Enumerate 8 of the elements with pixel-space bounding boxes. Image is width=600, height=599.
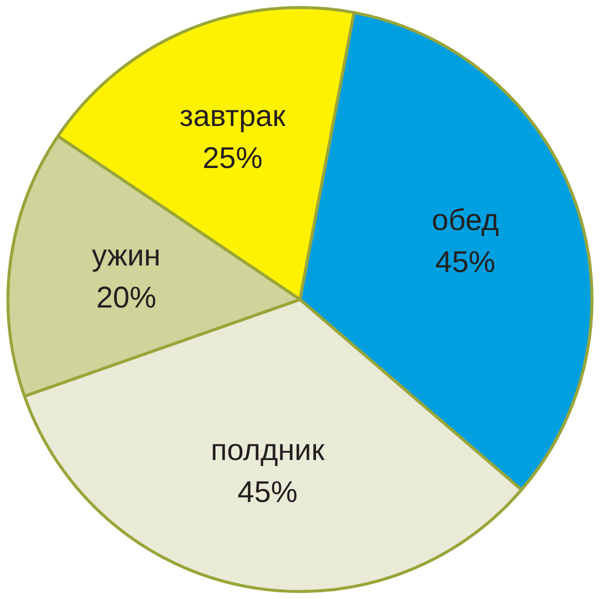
data-label: 25% — [202, 142, 263, 176]
data-label: 20% — [96, 281, 156, 314]
slice-label: завтрак — [180, 100, 286, 134]
slice-label: обед — [432, 204, 499, 237]
slice-label: ужин — [92, 239, 161, 272]
slice-label: полдник — [210, 434, 326, 467]
data-label: 45% — [435, 246, 496, 279]
data-label: 45% — [238, 476, 298, 509]
